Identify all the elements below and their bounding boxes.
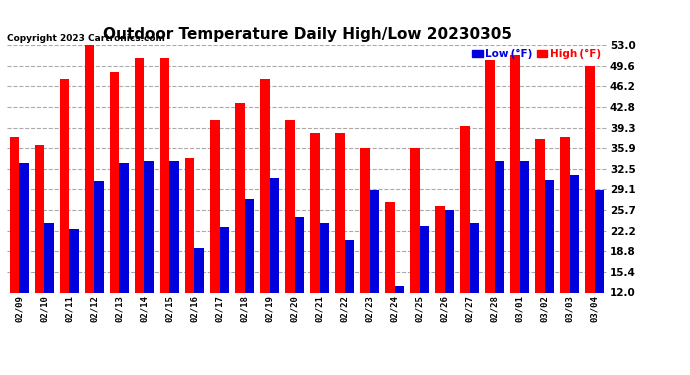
Bar: [119, 164, 129, 292]
Bar: [319, 223, 329, 292]
Bar: [285, 120, 295, 292]
Bar: [360, 148, 370, 292]
Text: Copyright 2023 Cartronics.com: Copyright 2023 Cartronics.com: [7, 33, 165, 42]
Bar: [244, 199, 254, 292]
Bar: [495, 161, 504, 292]
Bar: [535, 139, 544, 292]
Bar: [410, 148, 420, 292]
Bar: [95, 182, 104, 292]
Bar: [19, 164, 29, 292]
Bar: [235, 103, 244, 292]
Bar: [270, 178, 279, 292]
Bar: [420, 226, 429, 292]
Bar: [110, 72, 119, 292]
Bar: [219, 227, 229, 292]
Bar: [35, 145, 44, 292]
Bar: [160, 58, 170, 292]
Bar: [295, 217, 304, 292]
Bar: [570, 175, 579, 292]
Bar: [335, 132, 344, 292]
Bar: [444, 210, 454, 292]
Bar: [560, 137, 570, 292]
Bar: [585, 66, 595, 292]
Bar: [370, 190, 379, 292]
Bar: [460, 126, 470, 292]
Bar: [60, 80, 70, 292]
Bar: [395, 286, 404, 292]
Bar: [135, 58, 144, 292]
Bar: [385, 202, 395, 292]
Bar: [10, 137, 19, 292]
Bar: [310, 132, 319, 292]
Bar: [195, 248, 204, 292]
Bar: [435, 206, 444, 292]
Bar: [144, 161, 154, 292]
Bar: [44, 223, 54, 292]
Bar: [344, 240, 354, 292]
Bar: [485, 60, 495, 292]
Bar: [470, 223, 479, 292]
Bar: [520, 161, 529, 292]
Bar: [70, 228, 79, 292]
Bar: [260, 80, 270, 292]
Bar: [595, 190, 604, 292]
Bar: [210, 120, 219, 292]
Bar: [510, 55, 520, 292]
Title: Outdoor Temperature Daily High/Low 20230305: Outdoor Temperature Daily High/Low 20230…: [103, 27, 511, 42]
Bar: [185, 159, 195, 292]
Bar: [85, 41, 95, 292]
Bar: [544, 180, 554, 292]
Legend: Low (°F), High (°F): Low (°F), High (°F): [471, 48, 602, 60]
Bar: [170, 161, 179, 292]
